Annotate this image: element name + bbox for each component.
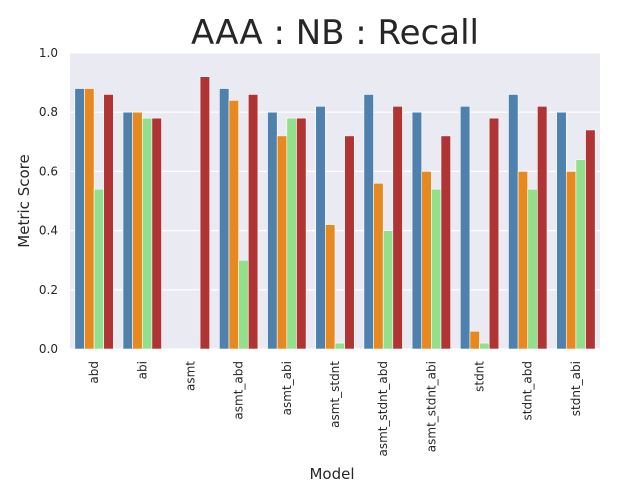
bar-stdnt_abd-3 xyxy=(537,105,548,350)
bar-asmt_abi-0 xyxy=(267,111,278,350)
y-tick-label: 0.4 xyxy=(39,224,58,238)
bar-stdnt-1 xyxy=(469,330,480,350)
y-axis-label: Metric Score xyxy=(15,154,33,247)
bar-asmt_abi-3 xyxy=(296,117,307,350)
bar-stdnt_abd-2 xyxy=(527,188,538,350)
bar-abd-3 xyxy=(103,94,114,350)
bar-asmt_stdnt_abd-2 xyxy=(382,230,394,350)
x-tick-label: stdnt_abi xyxy=(569,361,583,416)
x-tick-label: asmt_stdnt_abd xyxy=(376,361,390,456)
x-tick-labels: abd abi asmt asmt_abd asmt_abi asmt_stdnt asmt… xyxy=(87,361,583,457)
bar-asmt_abd-0 xyxy=(219,88,230,350)
bar-asmt_stdnt-1 xyxy=(325,224,336,350)
bar-asmt-3 xyxy=(199,76,211,350)
bar-asmt_abd-1 xyxy=(228,100,239,350)
y-tick-label: 0.0 xyxy=(39,342,58,356)
bar-asmt_stdnt-2 xyxy=(334,342,345,350)
bar-asmt_abd-2 xyxy=(238,259,249,350)
x-tick-label: asmt_stdnt xyxy=(328,361,342,428)
bar-stdnt_abi-1 xyxy=(565,171,577,350)
chart-title: AAA : NB : Recall xyxy=(191,13,479,53)
bar-abi-3 xyxy=(151,117,162,350)
y-tick-label: 1.0 xyxy=(39,46,58,60)
bar-asmt_abi-1 xyxy=(276,135,288,350)
bar-asmt_stdnt_abi-3 xyxy=(440,135,451,350)
bar-asmt_stdnt_abi-2 xyxy=(431,188,442,350)
bar-asmt_stdnt_abi-1 xyxy=(421,171,432,350)
bar-asmt_stdnt-3 xyxy=(344,135,355,350)
y-tick-label: 0.8 xyxy=(39,105,58,119)
bar-asmt_stdnt_abd-0 xyxy=(363,94,374,350)
x-tick-label: abi xyxy=(135,361,149,379)
bar-stdnt_abd-0 xyxy=(508,94,519,350)
bar-asmt_stdnt-0 xyxy=(315,105,326,350)
x-tick-label: asmt_abi xyxy=(280,361,294,415)
bar-stdnt-2 xyxy=(479,342,490,350)
bar-stdnt_abi-2 xyxy=(575,159,586,350)
bar-abi-0 xyxy=(122,111,133,350)
x-tick-label: asmt xyxy=(183,361,197,391)
bars xyxy=(74,76,596,350)
bar-asmt_abi-2 xyxy=(286,117,297,350)
bar-stdnt_abi-0 xyxy=(556,111,567,350)
bar-abd-1 xyxy=(84,88,95,350)
x-tick-label: asmt_stdnt_abi xyxy=(424,361,438,452)
x-tick-label: abd xyxy=(87,361,101,384)
y-tick-label: 0.2 xyxy=(39,283,58,297)
y-tick-labels: 0.0 0.2 0.4 0.6 0.8 1.0 xyxy=(39,46,58,356)
x-tick-label: stdnt xyxy=(473,361,487,392)
bar-asmt_abd-3 xyxy=(247,94,259,350)
y-tick-label: 0.6 xyxy=(39,164,58,178)
bar-stdnt-0 xyxy=(459,105,471,350)
bar-stdnt-3 xyxy=(488,117,500,350)
bar-stdnt_abi-3 xyxy=(585,129,596,350)
bar-asmt_stdnt_abi-0 xyxy=(411,111,423,350)
x-axis-label: Model xyxy=(309,465,354,483)
x-tick-label: stdnt_abd xyxy=(521,361,535,420)
bar-abi-1 xyxy=(132,111,143,350)
x-tick-label: asmt_abd xyxy=(232,361,246,420)
bar-abd-2 xyxy=(93,188,105,350)
bar-asmt_stdnt_abd-1 xyxy=(373,182,384,350)
bar-asmt_stdnt_abd-3 xyxy=(392,105,403,350)
bar-stdnt_abd-1 xyxy=(517,171,529,350)
bar-abi-2 xyxy=(141,117,153,350)
bar-abd-0 xyxy=(74,88,85,350)
